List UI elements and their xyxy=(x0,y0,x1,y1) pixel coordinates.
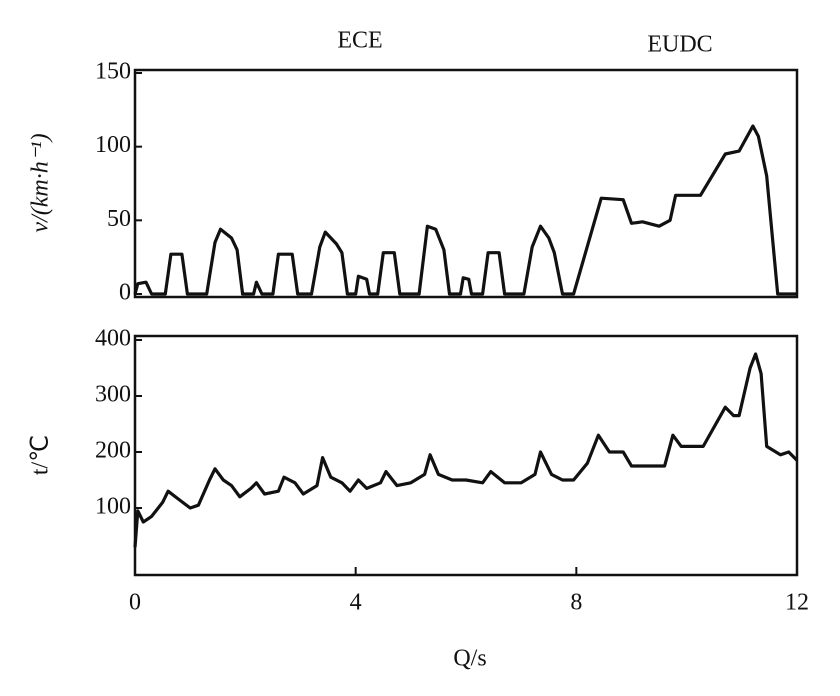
y-axis-label: v/(km·h⁻¹) xyxy=(28,133,54,232)
y-tick-label: 400 xyxy=(95,326,131,352)
y-tick-label: 100 xyxy=(95,132,131,158)
x-tick-label: 12 xyxy=(785,590,809,616)
y-tick-label: 150 xyxy=(95,59,131,85)
x-tick-label: 0 xyxy=(129,590,141,616)
y-tick-label: 200 xyxy=(95,438,131,464)
y-tick-label: 50 xyxy=(107,206,131,232)
bottom-frame xyxy=(133,334,799,577)
annotation: EUDC xyxy=(647,32,712,58)
y-tick-label: 300 xyxy=(95,382,131,408)
x-tick-label: 4 xyxy=(350,590,362,616)
x-axis-label: Q/s xyxy=(453,646,486,672)
data-line xyxy=(133,352,799,548)
y-tick-label: 100 xyxy=(95,494,131,520)
y-axis-label: t/℃ xyxy=(28,435,54,475)
top-frame xyxy=(133,68,799,299)
x-tick-label: 8 xyxy=(570,590,582,616)
annotation: ECE xyxy=(337,28,382,54)
y-tick-label: 0 xyxy=(119,280,131,306)
data-line xyxy=(133,124,797,296)
